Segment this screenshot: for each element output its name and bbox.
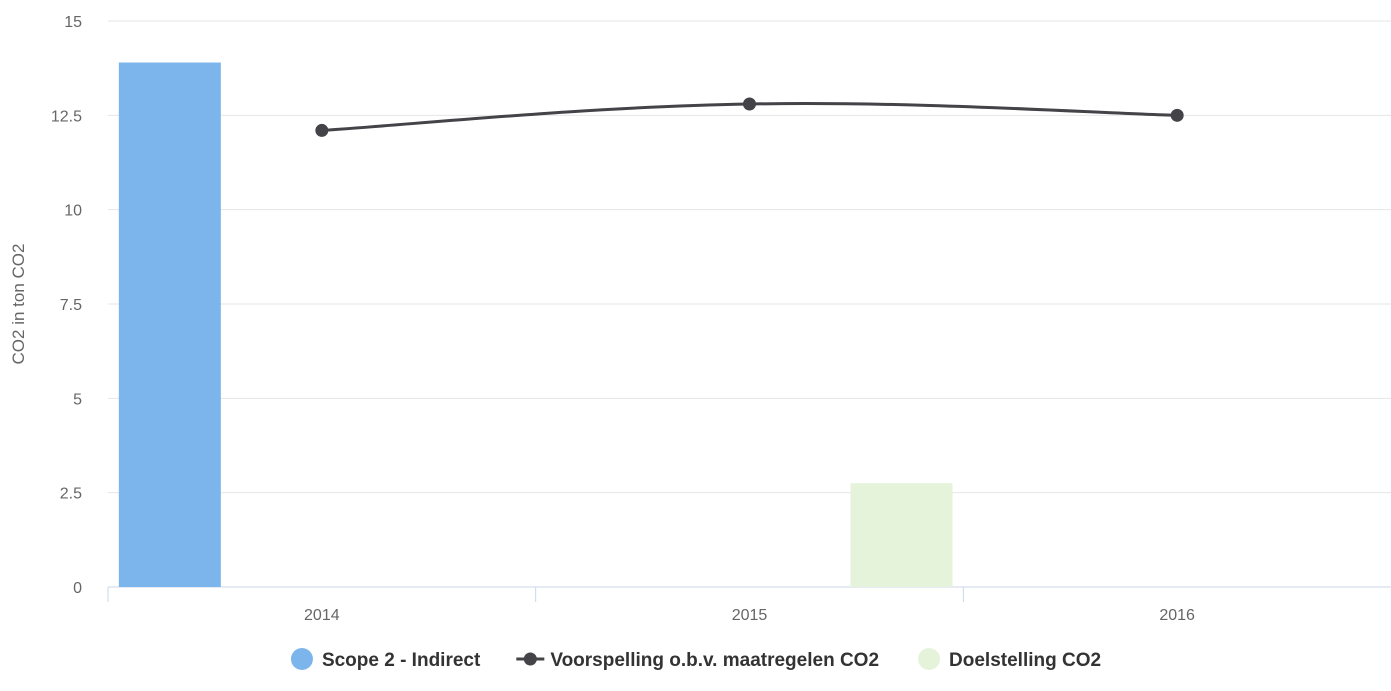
bar[interactable] (850, 483, 953, 587)
bars (118, 62, 953, 588)
y-tick-label: 12.5 (51, 108, 82, 125)
y-axis-title: CO2 in ton CO2 (9, 244, 28, 365)
bar[interactable] (118, 62, 221, 588)
legend-label: Voorspelling o.b.v. maatregelen CO2 (550, 650, 879, 671)
legend-symbol (523, 652, 537, 666)
line-point[interactable] (1170, 108, 1184, 122)
y-tick-label: 15 (64, 14, 82, 31)
legend-item[interactable]: Doelstelling CO2 (918, 648, 1101, 671)
legend-label: Doelstelling CO2 (949, 650, 1101, 671)
y-tick-label: 7.5 (60, 297, 82, 314)
legend: Scope 2 - Indirect Voorspelling o.b.v. ma… (290, 648, 1101, 671)
gridlines (108, 20, 1391, 494)
line-series (315, 97, 1184, 137)
legend-label: Scope 2 - Indirect (322, 650, 481, 671)
axes: 0 2.5 5 7.5 10 12.5 15 CO2 in ton CO2 2014 2015 20… (9, 14, 1391, 624)
x-tick-label: 2015 (732, 607, 768, 624)
legend-item[interactable]: Scope 2 - Indirect (290, 648, 481, 671)
y-tick-label: 0 (73, 580, 82, 597)
legend-symbol (290, 648, 313, 670)
x-tick-label: 2016 (1159, 607, 1195, 624)
legend-symbol (918, 648, 941, 670)
line-point[interactable] (315, 123, 329, 137)
y-tick-label: 10 (64, 203, 82, 220)
y-tick-label: 5 (73, 391, 82, 408)
line-point[interactable] (743, 97, 756, 111)
y-tick-label: 2.5 (60, 486, 82, 503)
x-tick-label: 2014 (304, 607, 340, 624)
legend-item[interactable]: Voorspelling o.b.v. maatregelen CO2 (516, 650, 879, 671)
